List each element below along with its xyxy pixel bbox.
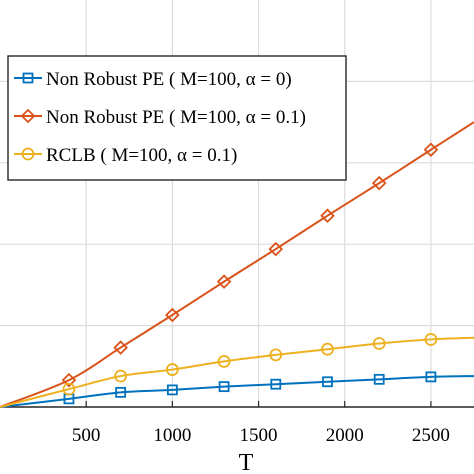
series-1-point-1 xyxy=(61,372,77,388)
legend-label-1: Non Robust PE ( M=100, α = 0.1) xyxy=(46,107,306,128)
x-tick-label-2500: 2500 xyxy=(412,425,450,446)
series-0-point-4 xyxy=(218,381,230,393)
series-1-point-2 xyxy=(113,340,128,355)
series-2-point-8 xyxy=(424,333,438,346)
series-0-point-7 xyxy=(373,373,385,385)
series-2 xyxy=(0,333,474,408)
x-tick-label-2000: 2000 xyxy=(326,425,364,446)
series-2-point-7 xyxy=(372,337,386,350)
legend-marker-2 xyxy=(21,147,35,161)
legend-marker-0 xyxy=(22,72,34,84)
series-0 xyxy=(0,371,474,408)
x-tick-label-1500: 1500 xyxy=(240,425,278,446)
series-1-point-6 xyxy=(320,208,335,223)
legend-box xyxy=(7,55,347,181)
legend: Non Robust PE ( M=100, α = 0) Non Robust … xyxy=(7,55,347,181)
series-2-point-2 xyxy=(114,369,128,383)
series-2-point-4 xyxy=(217,355,231,368)
series-line-2 xyxy=(0,336,474,408)
series-0-point-2 xyxy=(115,386,127,398)
series-2-point-3 xyxy=(165,363,179,376)
series-1-point-7 xyxy=(371,175,387,191)
x-tick-label-500: 500 xyxy=(72,425,101,446)
series-line-1 xyxy=(0,121,474,408)
x-tick-label-1000: 1000 xyxy=(153,425,191,446)
series-0-point-6 xyxy=(322,376,333,388)
legend-marker-1 xyxy=(20,108,36,124)
series-1-point-8 xyxy=(423,142,439,158)
series-1-point-4 xyxy=(216,274,232,289)
series-0-point-5 xyxy=(270,378,282,390)
series-2-point-5 xyxy=(269,348,283,362)
legend-label-2: RCLB ( M=100, α = 0.1) xyxy=(46,145,237,166)
series-0-point-8 xyxy=(425,371,437,383)
series-1 xyxy=(0,121,474,408)
legend-label-0: Non Robust PE ( M=100, α = 0) xyxy=(46,69,292,90)
series-1-point-5 xyxy=(268,241,284,257)
series-layer xyxy=(0,121,474,408)
series-0-point-3 xyxy=(166,384,178,396)
axes: 500 1000 1500 2000 2500 xyxy=(0,401,474,446)
x-axis-label: T xyxy=(239,450,254,474)
series-2-point-6 xyxy=(321,342,334,356)
series-line-0 xyxy=(0,375,474,408)
series-1-point-3 xyxy=(165,307,180,323)
series-2-point-1 xyxy=(62,382,76,396)
